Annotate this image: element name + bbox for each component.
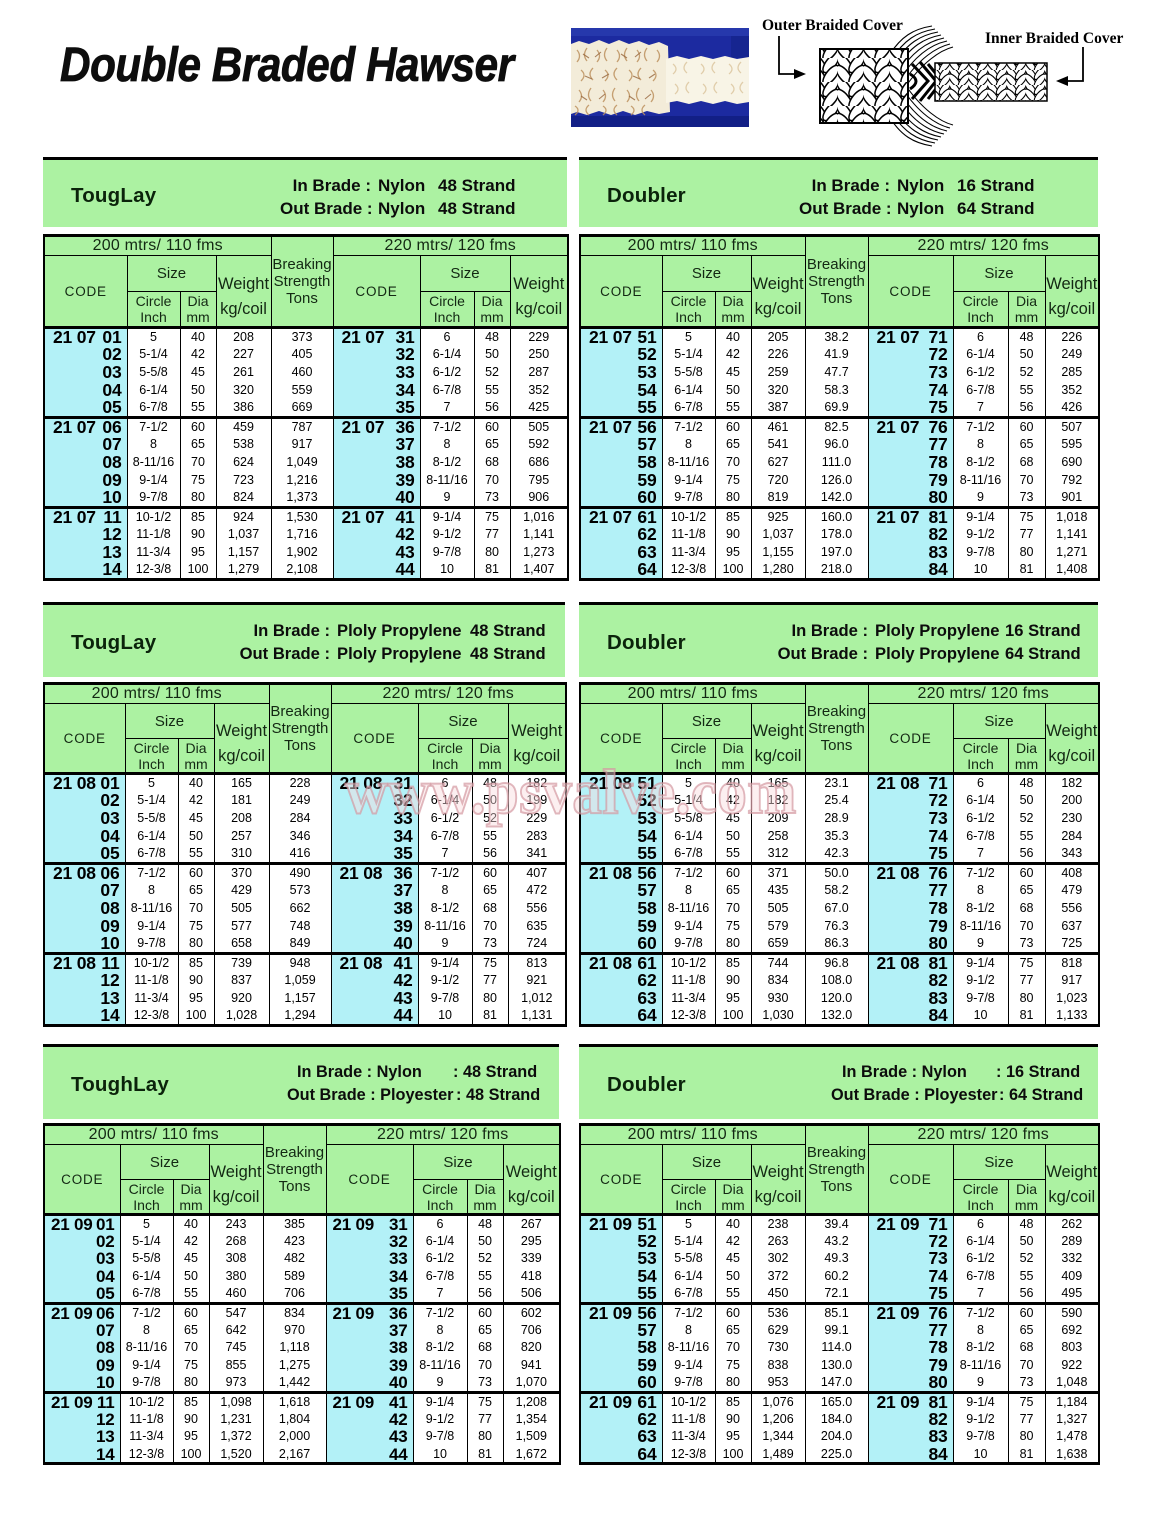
svg-text:Inner Braided Cover: Inner Braided Cover [985, 30, 1123, 47]
svg-text:Outer Braided Cover: Outer Braided Cover [762, 17, 903, 34]
